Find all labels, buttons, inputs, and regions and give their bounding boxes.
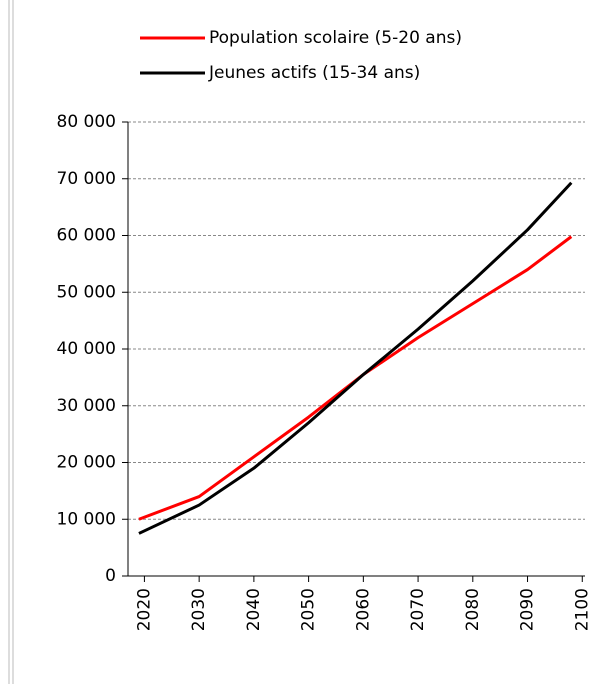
x-tick-label: 2030 — [189, 588, 209, 631]
y-tick-label: 80 000 — [57, 112, 116, 132]
y-tick-label: 40 000 — [57, 339, 116, 359]
y-tick-label: 50 000 — [57, 282, 116, 302]
y-tick-label: 60 000 — [57, 226, 116, 246]
legend-label: Population scolaire (5-20 ans) — [209, 28, 462, 48]
series-line — [138, 181, 573, 535]
x-tick-label: 2100 — [572, 588, 592, 631]
y-tick-label: 20 000 — [57, 453, 116, 473]
x-tick-label: 2080 — [463, 588, 483, 631]
legend-label: Jeunes actifs (15-34 ans) — [208, 63, 420, 83]
y-tick-label: 0 — [105, 566, 116, 586]
y-tick-label: 70 000 — [57, 169, 116, 189]
x-tick-label: 2050 — [299, 588, 319, 631]
y-tick-label: 10 000 — [57, 509, 116, 529]
series-line — [138, 235, 573, 521]
x-tick-label: 2020 — [134, 588, 154, 631]
y-tick-label: 30 000 — [57, 396, 116, 416]
x-tick-label: 2090 — [518, 588, 538, 631]
x-tick-label: 2040 — [244, 588, 264, 631]
x-tick-label: 2070 — [408, 588, 428, 631]
x-tick-label: 2060 — [353, 588, 373, 631]
